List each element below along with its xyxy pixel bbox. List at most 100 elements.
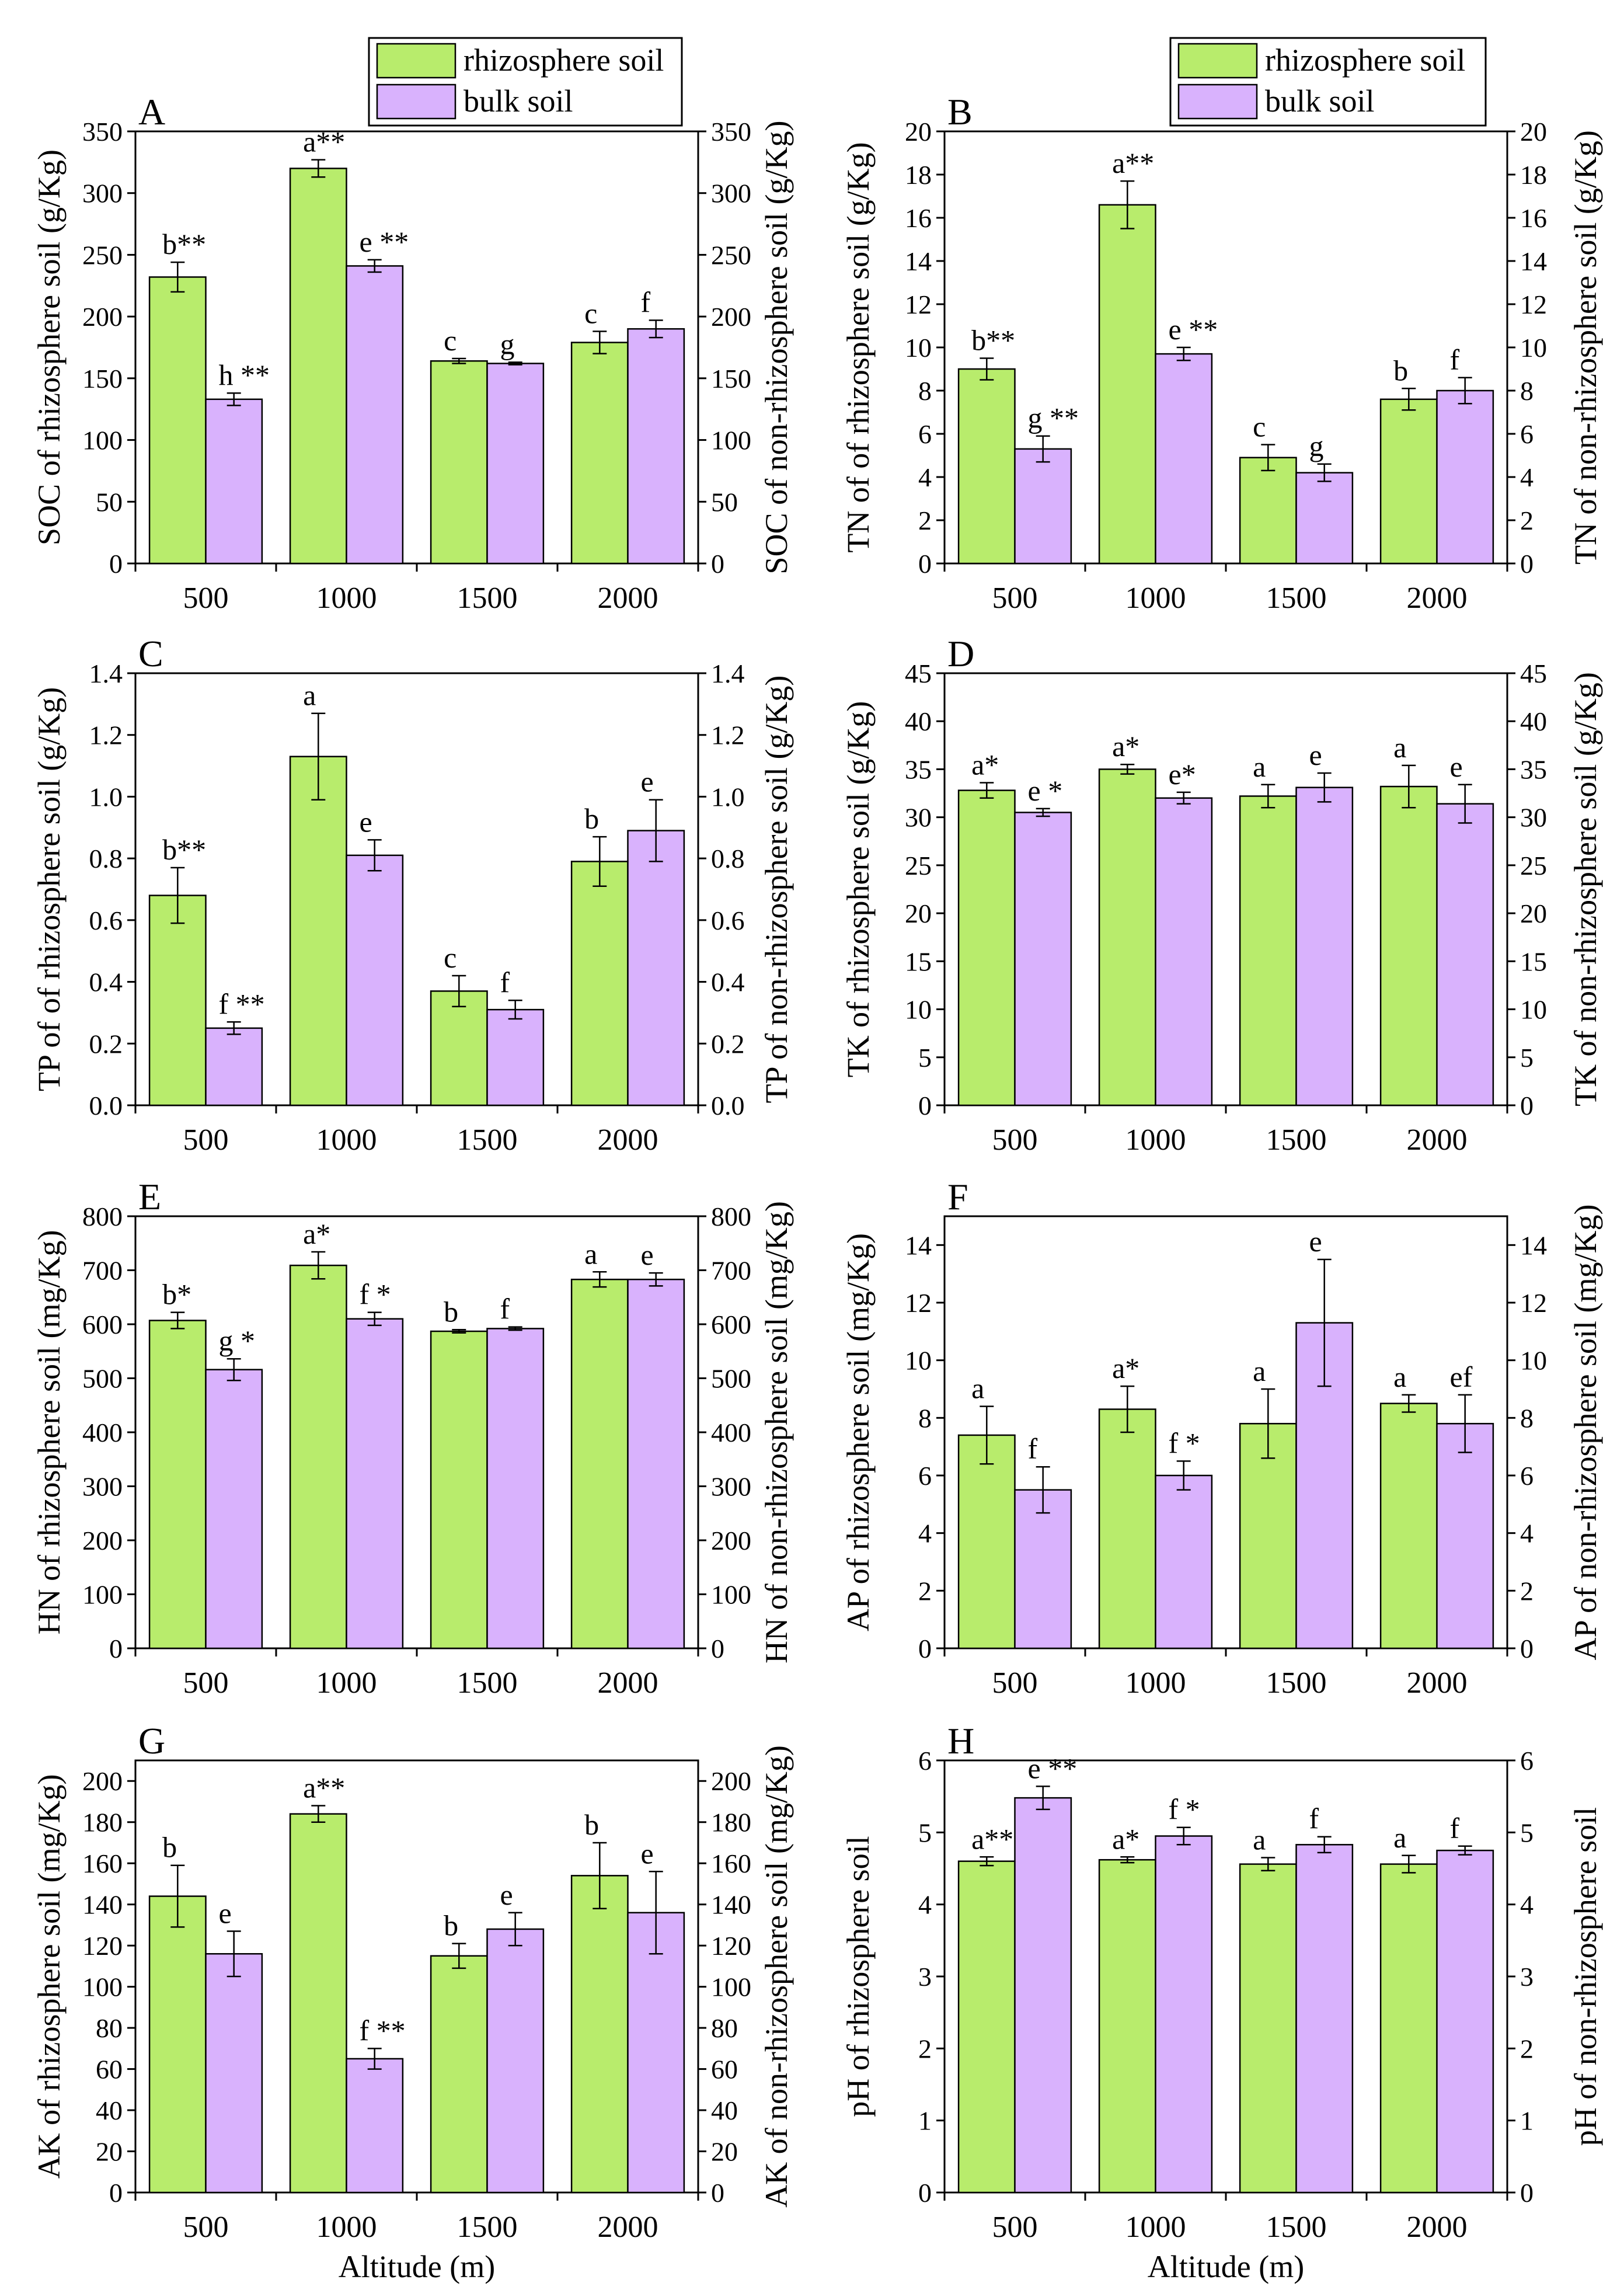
significance-label: a (1393, 1821, 1406, 1854)
significance-label: b** (971, 324, 1015, 357)
y-tick-label-left: 20 (96, 2137, 123, 2167)
chart-panel-b: b** a** c b g ** e ** g f 0 0 2 2 4 4 6 6 8 8 10 10 12 12 14 14… (841, 91, 1603, 615)
significance-label: a* (1112, 730, 1139, 763)
y-tick-label-left: 35 (905, 754, 932, 784)
legend-swatch-bulk (1177, 83, 1258, 120)
y-tick-label-right: 6 (1520, 1746, 1534, 1776)
y-tick-label-left: 6 (918, 1461, 932, 1491)
significance-label: f * (1169, 1793, 1200, 1826)
y-tick-label-right: 700 (711, 1256, 751, 1286)
x-category-label: 1000 (1125, 2211, 1186, 2244)
y-tick-label-left: 12 (905, 1288, 932, 1318)
bar-bulk-2000 (627, 830, 685, 1106)
significance-label: a** (971, 1822, 1013, 1855)
y-tick-label-left: 15 (905, 946, 932, 976)
y-tick-label-right: 20 (1520, 899, 1547, 928)
x-category-label: 2000 (598, 582, 658, 615)
y-tick-label-left: 5 (918, 1818, 932, 1847)
bar-bulk-500 (205, 398, 263, 565)
significance-label: e (219, 1896, 232, 1929)
significance-label: ef (1450, 1360, 1473, 1393)
y-tick-label-right: 400 (711, 1418, 751, 1447)
y-tick-label-left: 400 (82, 1418, 123, 1447)
x-category-label: 1000 (1125, 582, 1186, 615)
significance-label: a* (1112, 1822, 1139, 1855)
y-tick-label-right: 0 (1520, 549, 1534, 579)
y-tick-label-left: 3 (918, 1962, 932, 1992)
y-tick-label-right: 500 (711, 1364, 751, 1394)
bar-rhizosphere-1000 (1098, 204, 1156, 565)
error-bar (593, 1842, 607, 1909)
x-category-label: 1500 (1266, 1123, 1327, 1157)
bar-rhizosphere-500 (957, 789, 1016, 1106)
error-bar (452, 1943, 466, 1969)
bar-bulk-2000 (627, 1912, 685, 2194)
bar-bulk-1000 (1155, 353, 1213, 565)
bar-bulk-1000 (346, 854, 404, 1106)
error-bar (1261, 784, 1275, 809)
bar-bulk-1000 (346, 2058, 404, 2194)
y-tick-label-left: 200 (82, 1526, 123, 1555)
y-tick-label-right: 4 (1520, 462, 1534, 492)
error-bar (170, 866, 185, 924)
significance-label: e (1309, 739, 1322, 771)
y-tick-label-right: 80 (711, 2013, 738, 2043)
significance-label: a** (303, 1772, 345, 1804)
bar-bulk-1000 (346, 265, 404, 565)
error-bar (1317, 463, 1332, 482)
y-axis-title-right: TP of non-rhizosphere soil (g/Kg) (759, 676, 794, 1104)
significance-label: c (444, 941, 456, 974)
error-bar (508, 1000, 522, 1020)
error-bar (649, 1871, 663, 1955)
y-axis-title-right: TN of non-rhizosphere soil (g/Kg) (1568, 130, 1603, 565)
error-bar (452, 357, 466, 364)
error-bar (1458, 377, 1472, 405)
significance-label: g * (219, 1324, 256, 1357)
y-tick-label-right: 10 (1520, 995, 1547, 1025)
x-category-label: 2000 (598, 1666, 658, 1700)
bar-bulk-2000 (1436, 1849, 1494, 2194)
bar-rhizosphere-1500 (430, 1955, 488, 2194)
bar-bulk-1500 (1295, 786, 1354, 1106)
y-tick-label-right: 50 (711, 487, 738, 517)
bar-rhizosphere-2000 (1379, 1402, 1438, 1649)
significance-label: c (1253, 410, 1266, 443)
significance-label: b (1393, 354, 1408, 387)
error-bar (1458, 1394, 1472, 1453)
error-bar (1036, 435, 1050, 463)
bar-rhizosphere-500 (148, 1320, 207, 1649)
y-tick-label-right: 5 (1520, 1818, 1534, 1847)
significance-label: f (500, 1293, 510, 1325)
bar-bulk-2000 (1436, 1422, 1494, 1649)
x-category-label: 1000 (1125, 1123, 1186, 1157)
y-tick-label-right: 800 (711, 1202, 751, 1231)
y-tick-label-left: 0.8 (89, 844, 123, 873)
error-bar (226, 392, 241, 406)
y-tick-label-left: 200 (82, 302, 123, 332)
y-axis-title-left: TP of of rhizosphere soil (g/Kg) (32, 687, 67, 1091)
bar-bulk-500 (205, 1953, 263, 2194)
y-tick-label-right: 1.4 (711, 659, 745, 688)
y-axis-title-right: TK of non-rhizosphere soil (g/Kg) (1568, 672, 1603, 1106)
bar-rhizosphere-1000 (289, 1813, 347, 2194)
significance-label: g (1309, 430, 1324, 462)
y-tick-label-right: 300 (711, 179, 751, 208)
significance-label: b (162, 1831, 177, 1864)
error-bar (1261, 1388, 1275, 1459)
chart-panel-c: b** a c b f ** e f e 0.0 0.0 0.2 0.2 0.4 0.4 0.6 0.6 0.8… (32, 633, 794, 1157)
panel-letter: F (947, 1176, 968, 1217)
bar-rhizosphere-1000 (1098, 1859, 1156, 2194)
bar-rhizosphere-2000 (570, 342, 629, 565)
y-tick-label-left: 0 (109, 1634, 123, 1663)
y-tick-label-left: 150 (82, 364, 123, 394)
significance-label: g (500, 328, 515, 360)
y-tick-label-right: 10 (1520, 1346, 1547, 1376)
y-tick-label-left: 2 (918, 2034, 932, 2063)
y-tick-label-right: 16 (1520, 203, 1547, 233)
significance-label: a* (971, 748, 999, 781)
error-bar (649, 319, 663, 339)
error-bar (508, 1912, 522, 1947)
bar-rhizosphere-2000 (570, 1875, 629, 2194)
x-category-label: 1000 (316, 1666, 377, 1700)
y-tick-label-right: 160 (711, 1849, 751, 1878)
